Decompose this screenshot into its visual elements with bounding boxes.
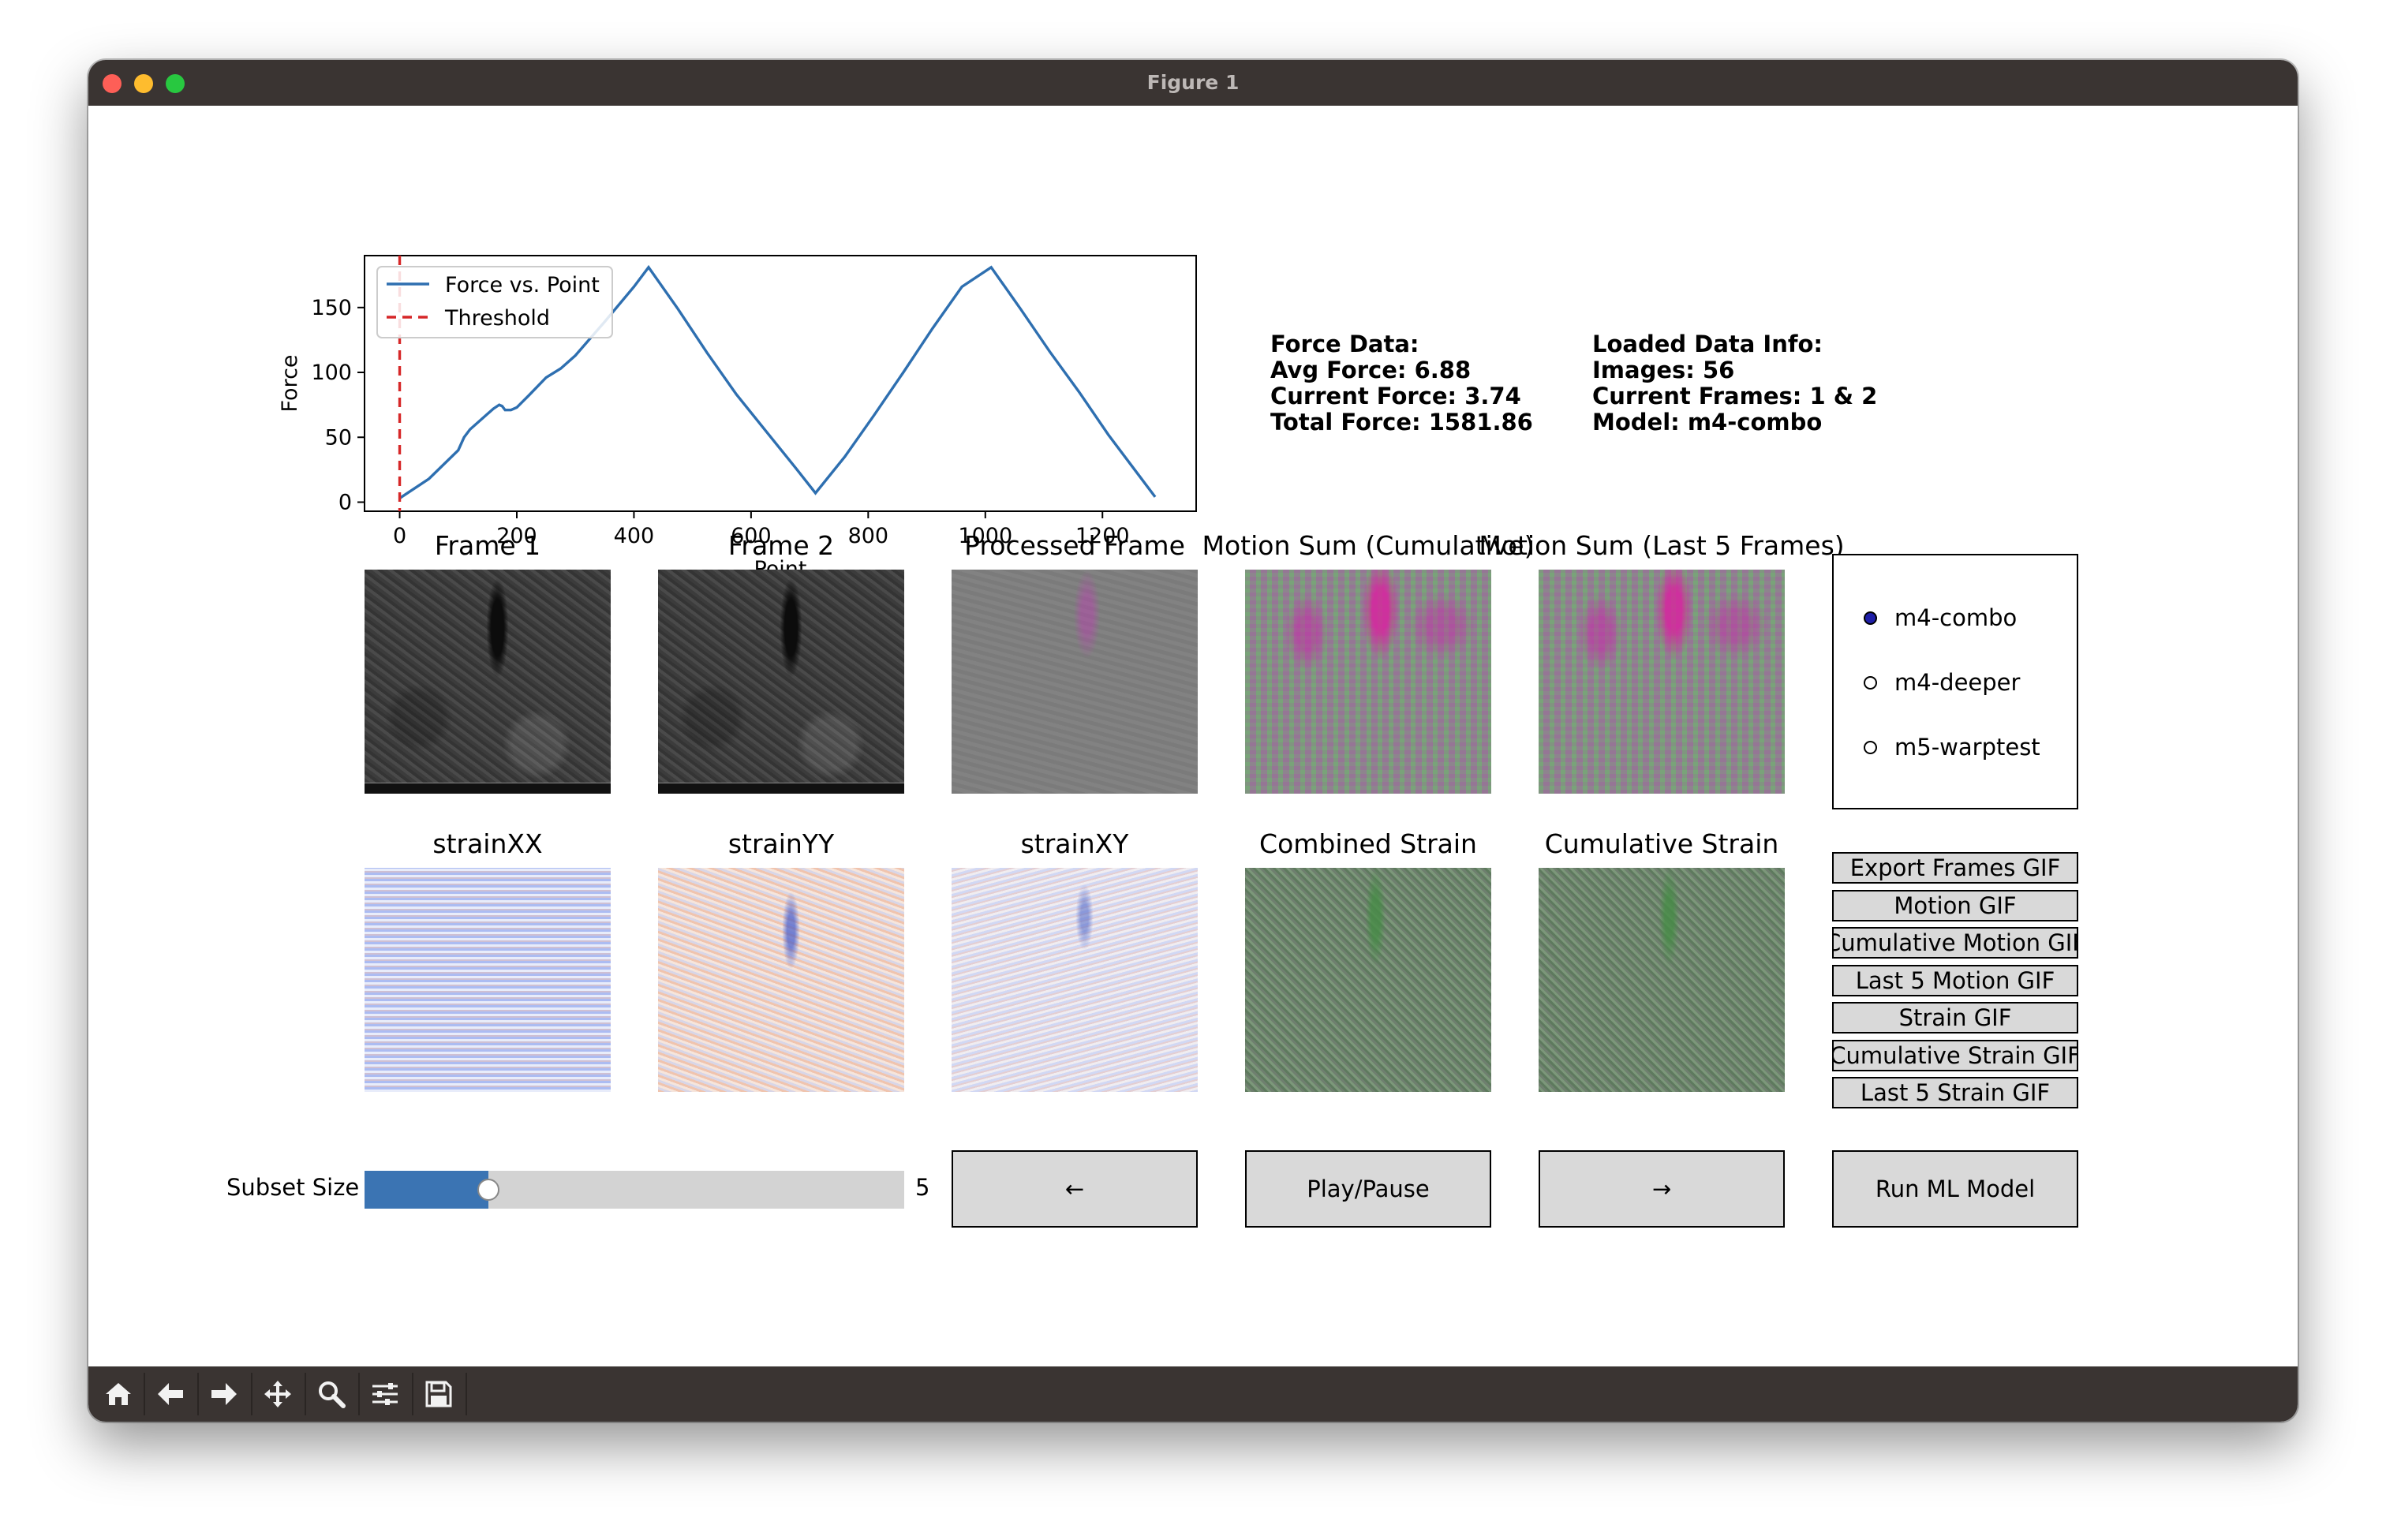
x-tick-label: 1200 [1075,524,1130,548]
cumulative-motion-gif-button[interactable]: Cumulative Motion GIF [1832,927,2078,959]
loaded-data-info: Loaded Data Info: Images: 56 Current Fra… [1592,331,1877,435]
strain-xx-title: strainXX [432,828,543,859]
strain-xy-image [952,868,1198,1092]
force-series-line [398,264,1157,499]
motion-gif-button[interactable]: Motion GIF [1832,890,2078,921]
back-icon [158,1383,183,1405]
forward-icon [211,1383,237,1405]
motion-sum-last5-image [1539,570,1785,794]
strain-yy-title: strainYY [727,828,835,859]
cumulative-strain-gif-button[interactable]: Cumulative Strain GIF [1832,1040,2078,1071]
subset-size-value: 5 [915,1174,930,1201]
legend-entry-force: Force vs. Point [445,273,600,297]
motion-sum-cumulative-image [1245,570,1491,794]
x-tick-label: 1000 [958,524,1012,548]
force-data-info: Force Data: Avg Force: 6.88 Current Forc… [1270,331,1533,435]
strain-yy-image [658,868,904,1092]
current-force-text: Current Force: 3.74 [1270,383,1521,409]
cumulative-strain-title: Cumulative Strain [1544,828,1779,859]
frame-1-title: Frame 1 [434,530,541,561]
total-force-text: Total Force: 1581.86 [1270,409,1533,435]
x-tick-label: 0 [393,524,406,548]
frame-2-image [658,570,904,794]
model-option-m4-combo[interactable]: m4-combo [1864,604,2017,631]
frame-2-title: Frame 2 [727,530,835,561]
slider-fill [365,1171,489,1209]
save-icon [425,1381,452,1407]
processed-frame-image [952,570,1198,794]
y-tick-label: 100 [311,361,352,385]
strain-xx-image [365,868,611,1092]
slider-handle[interactable] [477,1179,500,1201]
pan-button[interactable] [254,1371,301,1417]
window-title: Figure 1 [1146,71,1240,94]
radio-selected-icon [1864,611,1877,625]
run-ml-model-button[interactable]: Run ML Model [1832,1150,2078,1228]
model-option-m4-deeper[interactable]: m4-deeper [1864,669,2020,696]
plot-legend: Force vs. Point Threshold [376,266,613,338]
play-pause-button[interactable]: Play/Pause [1245,1150,1491,1228]
x-tick-label: 600 [731,524,772,548]
y-axis-label: Force [278,354,302,412]
zoom-button[interactable] [308,1371,355,1417]
last-5-strain-gif-button[interactable]: Last 5 Strain GIF [1832,1077,2078,1108]
frame-1-image [365,570,611,794]
images-count-text: Images: 56 [1592,357,1735,383]
model-text: Model: m4-combo [1592,409,1823,435]
title-bar[interactable]: Figure 1 [88,60,2298,106]
next-frame-button[interactable]: → [1539,1150,1785,1228]
combined-strain-image [1245,868,1491,1092]
configure-icon [372,1383,398,1405]
model-option-m5-warptest[interactable]: m5-warptest [1864,734,2040,761]
subset-size-slider[interactable] [365,1171,904,1209]
last-5-motion-gif-button[interactable]: Last 5 Motion GIF [1832,965,2078,996]
motion-sum-last5-title: Motion Sum (Last 5 Frames) [1479,530,1845,561]
current-frames-text: Current Frames: 1 & 2 [1592,383,1878,409]
forward-button[interactable] [200,1371,248,1417]
model-radio-group: m4-combo m4-deeper m5-warptest [1832,554,2078,809]
loaded-data-heading: Loaded Data Info: [1592,331,1823,357]
home-button[interactable] [95,1371,142,1417]
close-window-button[interactable] [103,74,122,93]
maximize-window-button[interactable] [166,74,185,93]
previous-frame-button[interactable]: ← [952,1150,1198,1228]
y-tick-label: 150 [311,296,352,320]
minimize-window-button[interactable] [134,74,153,93]
strain-gif-button[interactable]: Strain GIF [1832,1002,2078,1034]
force-data-heading: Force Data: [1270,331,1419,357]
processed-frame-title: Processed Frame [964,530,1185,561]
export-frames-gif-button[interactable]: Export Frames GIF [1832,852,2078,884]
home-icon [106,1383,131,1405]
radio-unselected-icon [1864,675,1877,690]
zoom-icon [319,1381,346,1408]
legend-entry-threshold: Threshold [444,306,550,331]
cumulative-strain-image [1539,868,1785,1092]
motion-sum-cumulative-title: Motion Sum (Cumulative) [1202,530,1535,561]
strain-xy-title: strainXY [1020,828,1129,859]
avg-force-text: Avg Force: 6.88 [1270,357,1472,383]
radio-unselected-icon [1864,740,1877,754]
y-tick-label: 50 [325,425,352,450]
navigation-toolbar [88,1366,2298,1422]
pan-icon [264,1381,291,1407]
back-button[interactable] [147,1371,194,1417]
subset-size-label: Subset Size [226,1174,360,1201]
combined-strain-title: Combined Strain [1259,828,1477,859]
y-tick-label: 0 [338,490,352,514]
configure-subplots-button[interactable] [361,1371,409,1417]
x-tick-label: 200 [496,524,537,548]
x-tick-label: 800 [848,524,889,548]
x-tick-label: 400 [614,524,655,548]
save-button[interactable] [415,1371,462,1417]
